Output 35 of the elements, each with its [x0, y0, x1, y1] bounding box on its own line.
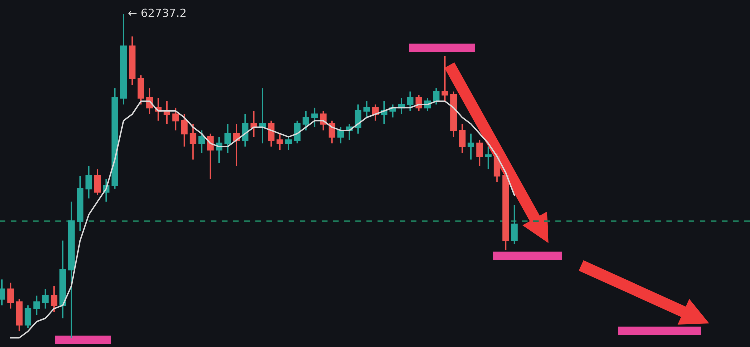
candlestick: [198, 130, 206, 154]
candlestick: [16, 298, 23, 332]
candlestick: [8, 282, 14, 310]
candlestick: [364, 100, 370, 118]
candlestick: [285, 136, 292, 151]
candlestick: [172, 107, 180, 132]
candlestick: [86, 166, 92, 200]
candlestick: [468, 133, 474, 160]
candlestick: [294, 120, 301, 144]
candlestick: [138, 74, 144, 106]
candlestick: [476, 140, 484, 167]
candlestick: [328, 120, 336, 144]
candlestick: [485, 146, 492, 170]
candlestick: [276, 133, 284, 151]
candlestick: [0, 278, 6, 306]
candlestick: [42, 288, 49, 310]
candlestick: [494, 152, 501, 184]
candlestick: [50, 285, 58, 313]
candlestick: [442, 55, 448, 102]
candlestick: [268, 120, 275, 148]
candlestick: [94, 168, 102, 196]
candlestick: [190, 123, 197, 160]
candlestick: [224, 123, 232, 154]
candlestick: [242, 114, 249, 148]
candlestick: [511, 204, 518, 245]
candlestick: [407, 91, 414, 112]
candlestick: [34, 295, 40, 316]
candlestick: [181, 114, 188, 148]
candlestick: [24, 304, 32, 329]
annotation: ← 62737.2: [128, 8, 186, 18]
candlestick: [302, 110, 310, 132]
candlestick: [433, 88, 440, 106]
candlestick: [459, 123, 466, 154]
candlestick: [338, 126, 344, 144]
candlestick: [312, 107, 318, 128]
